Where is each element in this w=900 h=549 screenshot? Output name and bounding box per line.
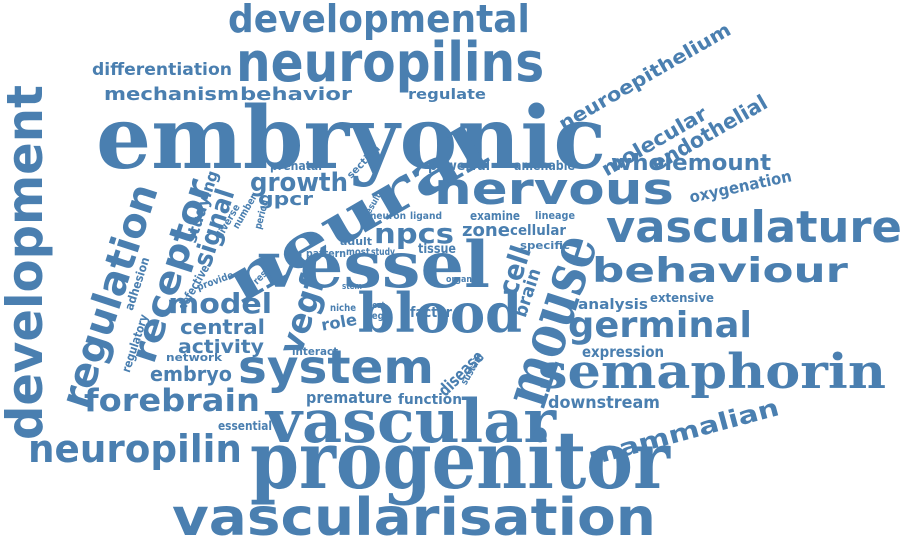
- word-amenable: amenable: [514, 159, 575, 174]
- word-semaphorin: semaphorin: [538, 344, 886, 400]
- word-development: development: [0, 85, 54, 440]
- word-growth: growth: [250, 168, 349, 198]
- word-mechanism: mechanism: [104, 84, 239, 105]
- word-central: central: [180, 315, 265, 339]
- word-embryo: embryo: [150, 362, 232, 386]
- word-wholemount: wholemount: [611, 151, 772, 176]
- word-embryonic: embryonic: [96, 88, 607, 189]
- word-vegfr: vegfr: [366, 311, 393, 322]
- word-extensive: extensive: [650, 291, 715, 305]
- word-stem: stem: [342, 282, 362, 292]
- word-essential: essential: [218, 419, 273, 433]
- word-prenatal: prenatal: [270, 159, 323, 173]
- word-zone: zone: [462, 220, 511, 241]
- word-downstream: downstream: [548, 393, 660, 413]
- word-cellular: cellular: [510, 223, 566, 239]
- word-lineage: lineage: [535, 209, 575, 222]
- word-organ: organ: [446, 275, 473, 285]
- word-vasculature: vasculature: [606, 202, 900, 253]
- word-study: study: [371, 247, 395, 258]
- word-activity: activity: [178, 336, 264, 358]
- word-progenitor: progenitor: [250, 413, 670, 507]
- word-ligand: ligand: [410, 211, 442, 222]
- word-tissue: tissue: [418, 242, 456, 257]
- word-examine: examine: [470, 209, 521, 223]
- word-neuropilins: neuropilins: [236, 31, 545, 94]
- word-role: role: [319, 309, 359, 335]
- word-model: model: [168, 287, 273, 320]
- word-most: most: [346, 247, 370, 258]
- word-developmental: developmental: [228, 0, 530, 41]
- word-factor: factor: [410, 305, 452, 321]
- word-powerful: powerful: [428, 159, 490, 174]
- word-behaviour: behaviour: [592, 251, 848, 291]
- word-network: network: [166, 351, 223, 364]
- word-regulate: regulate: [408, 87, 486, 103]
- word-adult: adult: [340, 235, 373, 248]
- word-pattern: pattern: [306, 247, 347, 260]
- word-best: best: [367, 301, 385, 311]
- word-interact: interact: [292, 345, 339, 358]
- word-neuropilin: neuropilin: [28, 427, 242, 471]
- word-vessel: vessel: [260, 228, 491, 303]
- word-nervous: nervous: [434, 164, 674, 215]
- word-expression: expression: [582, 343, 665, 361]
- word-niche: niche: [330, 303, 357, 314]
- word-analysis: analysis: [578, 297, 648, 313]
- word-forebrain: forebrain: [84, 383, 260, 419]
- word-specific: specific: [520, 239, 570, 252]
- word-npcs: npcs: [374, 217, 454, 250]
- word-gpcr: gpcr: [258, 189, 313, 210]
- word-behavior: behavior: [240, 84, 353, 105]
- word-germinal: germinal: [568, 305, 753, 346]
- word-vascularisation: vascularisation: [172, 488, 656, 548]
- word-blood: blood: [358, 281, 523, 345]
- word-neuron: neuron: [370, 211, 406, 222]
- word-function: function: [398, 392, 462, 408]
- word-differentiation: differentiation: [92, 60, 233, 80]
- word-premature: premature: [306, 388, 393, 407]
- word-vascular: vascular: [266, 387, 556, 457]
- word-system: system: [238, 340, 434, 394]
